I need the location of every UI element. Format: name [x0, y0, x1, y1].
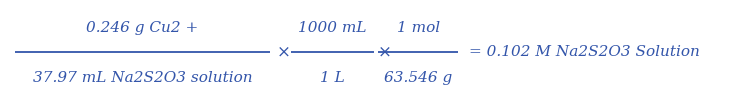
Text: 1000 mL: 1000 mL	[298, 21, 367, 35]
Text: ×: ×	[378, 44, 391, 60]
Text: 1 L: 1 L	[320, 71, 345, 85]
Text: = 0.102 M Na2S2O3 Solution: = 0.102 M Na2S2O3 Solution	[469, 45, 700, 59]
Text: 0.246 g Cu2 +: 0.246 g Cu2 +	[86, 21, 199, 35]
Text: 1 mol: 1 mol	[397, 21, 439, 35]
Text: 63.546 g: 63.546 g	[384, 71, 452, 85]
Text: ×: ×	[277, 44, 290, 60]
Text: 37.97 mL Na2S2O3 solution: 37.97 mL Na2S2O3 solution	[33, 71, 252, 85]
